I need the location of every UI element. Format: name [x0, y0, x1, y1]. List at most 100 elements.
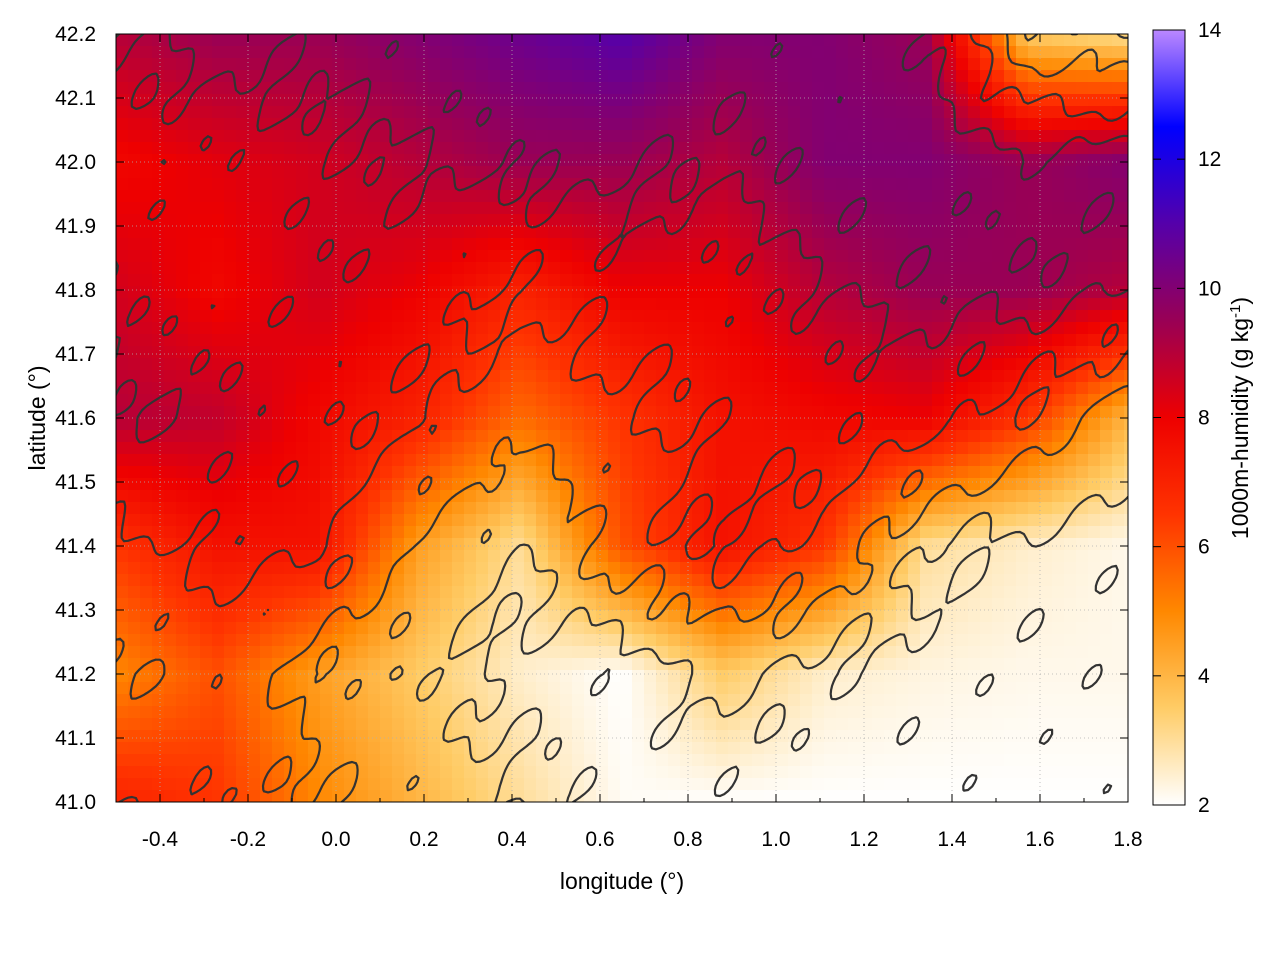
- heatmap-cell: [248, 718, 261, 731]
- heatmap-cell: [176, 250, 189, 263]
- heatmap-cell: [188, 574, 201, 587]
- heatmap-cell: [308, 598, 321, 611]
- heatmap-cell: [152, 358, 165, 371]
- heatmap-cell: [212, 646, 225, 659]
- heatmap-cell: [884, 94, 897, 107]
- heatmap-cell: [512, 250, 525, 263]
- heatmap-cell: [344, 34, 357, 47]
- heatmap-cell: [536, 346, 549, 359]
- heatmap-cell: [488, 718, 501, 731]
- heatmap-cell: [932, 382, 945, 395]
- heatmap-cell: [584, 286, 597, 299]
- heatmap-cell: [440, 46, 453, 59]
- heatmap-cell: [1088, 622, 1101, 635]
- heatmap-cell: [956, 502, 969, 515]
- heatmap-cell: [704, 346, 717, 359]
- heatmap-cell: [440, 622, 453, 635]
- heatmap-cell: [296, 586, 309, 599]
- heatmap-cell: [656, 694, 669, 707]
- heatmap-cell: [440, 406, 453, 419]
- heatmap-cell: [1004, 58, 1017, 71]
- heatmap-cell: [464, 214, 477, 227]
- heatmap-cell: [392, 730, 405, 743]
- heatmap-cell: [812, 622, 825, 635]
- heatmap-cell: [776, 70, 789, 83]
- heatmap-cell: [512, 190, 525, 203]
- heatmap-cell: [584, 70, 597, 83]
- heatmap-cell: [536, 718, 549, 731]
- heatmap-cell: [836, 190, 849, 203]
- heatmap-cell: [944, 514, 957, 527]
- heatmap-cell: [512, 406, 525, 419]
- heatmap-cell: [632, 118, 645, 131]
- heatmap-cell: [788, 178, 801, 191]
- heatmap-cell: [956, 418, 969, 431]
- heatmap-cell: [560, 382, 573, 395]
- heatmap-cell: [560, 586, 573, 599]
- heatmap-cell: [152, 634, 165, 647]
- heatmap-cell: [368, 646, 381, 659]
- heatmap-cell: [728, 46, 741, 59]
- heatmap-cell: [380, 730, 393, 743]
- heatmap-cell: [272, 142, 285, 155]
- heatmap-cell: [140, 34, 153, 47]
- heatmap-cell: [560, 178, 573, 191]
- heatmap-cell: [956, 58, 969, 71]
- heatmap-cell: [116, 166, 129, 179]
- heatmap-cell: [1124, 706, 1128, 719]
- heatmap-cell: [788, 646, 801, 659]
- heatmap-cell: [200, 214, 213, 227]
- heatmap-cell: [776, 262, 789, 275]
- heatmap-cell: [800, 94, 813, 107]
- heatmap-cell: [896, 514, 909, 527]
- heatmap-cell: [620, 190, 633, 203]
- heatmap-cell: [356, 694, 369, 707]
- heatmap-cell: [824, 562, 837, 575]
- heatmap-cell: [896, 118, 909, 131]
- heatmap-cell: [524, 670, 537, 683]
- heatmap-cell: [548, 262, 561, 275]
- heatmap-cell: [188, 394, 201, 407]
- heatmap-cell: [728, 34, 741, 47]
- heatmap-cell: [812, 130, 825, 143]
- heatmap-cell: [188, 730, 201, 743]
- heatmap-cell: [368, 730, 381, 743]
- heatmap-cell: [488, 394, 501, 407]
- heatmap-cell: [644, 322, 657, 335]
- heatmap-cell: [152, 730, 165, 743]
- heatmap-cell: [728, 634, 741, 647]
- heatmap-cell: [128, 202, 141, 215]
- heatmap-cell: [620, 154, 633, 167]
- heatmap-cell: [272, 190, 285, 203]
- heatmap-cell: [260, 598, 273, 611]
- heatmap-cell: [176, 442, 189, 455]
- heatmap-cell: [404, 46, 417, 59]
- heatmap-cell: [116, 70, 129, 83]
- heatmap-cell: [1124, 682, 1128, 695]
- heatmap-cell: [1028, 298, 1041, 311]
- heatmap-cell: [656, 154, 669, 167]
- heatmap-cell: [416, 550, 429, 563]
- heatmap-cell: [200, 562, 213, 575]
- heatmap-cell: [728, 514, 741, 527]
- heatmap-cell: [260, 274, 273, 287]
- heatmap-cell: [116, 286, 129, 299]
- heatmap-cell: [980, 466, 993, 479]
- heatmap-cell: [596, 226, 609, 239]
- heatmap-cell: [608, 214, 621, 227]
- heatmap-cell: [1028, 166, 1041, 179]
- heatmap-cell: [548, 718, 561, 731]
- heatmap-cell: [128, 178, 141, 191]
- heatmap-cell: [536, 106, 549, 119]
- heatmap-cell: [380, 190, 393, 203]
- heatmap-cell: [344, 298, 357, 311]
- heatmap-cell: [836, 526, 849, 539]
- heatmap-cell: [428, 322, 441, 335]
- heatmap-cell: [1088, 262, 1101, 275]
- heatmap-cell: [260, 106, 273, 119]
- heatmap-cell: [1112, 454, 1125, 467]
- heatmap-cell: [704, 250, 717, 263]
- heatmap-cell: [212, 346, 225, 359]
- heatmap-cell: [1076, 154, 1089, 167]
- heatmap-cell: [452, 106, 465, 119]
